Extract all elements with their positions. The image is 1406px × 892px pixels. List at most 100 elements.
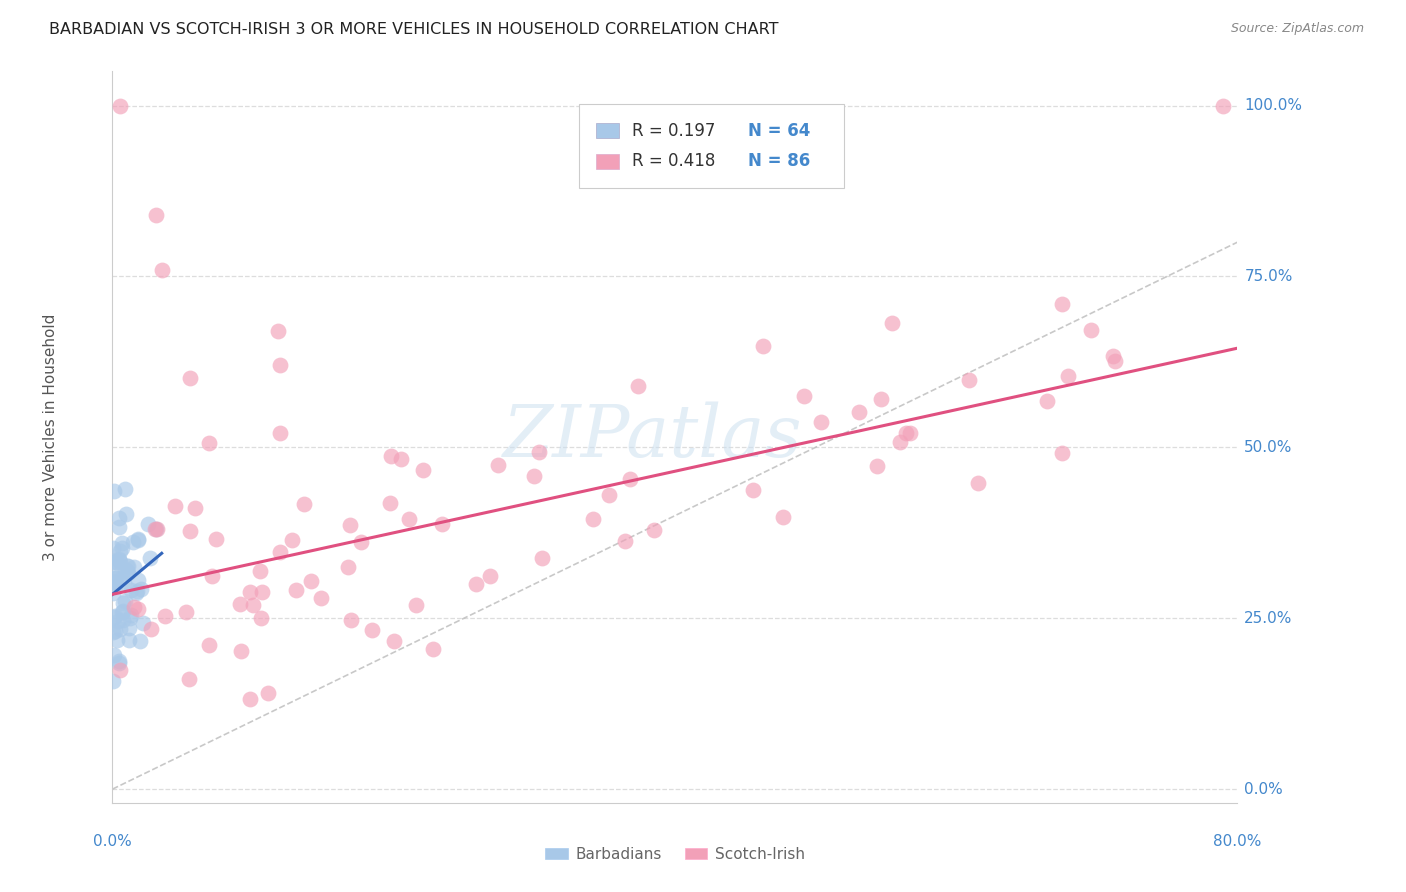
Point — [422, 641, 444, 656]
Point — [103, 609, 125, 624]
Point — [198, 638, 221, 652]
Point — [108, 544, 131, 558]
Point — [531, 551, 554, 566]
Text: ZIPatlas: ZIPatlas — [502, 401, 803, 473]
Point — [111, 536, 134, 550]
Point — [107, 614, 129, 628]
Point — [108, 98, 131, 112]
Point — [104, 624, 127, 638]
Text: Source: ZipAtlas.com: Source: ZipAtlas.com — [1230, 22, 1364, 36]
Point — [870, 392, 893, 406]
Point — [112, 569, 135, 583]
Point — [894, 425, 917, 440]
Point — [127, 602, 149, 616]
Point — [239, 585, 262, 599]
Text: 0.0%: 0.0% — [1244, 781, 1284, 797]
Point — [108, 553, 131, 567]
Text: 75.0%: 75.0% — [1244, 268, 1292, 284]
Point — [118, 610, 141, 624]
Point — [1104, 354, 1126, 368]
Point — [165, 500, 187, 514]
Point — [125, 586, 148, 600]
Point — [336, 559, 359, 574]
Point — [179, 371, 201, 385]
Point — [103, 574, 125, 589]
Point — [598, 488, 620, 502]
Text: N = 86: N = 86 — [748, 153, 810, 170]
Point — [108, 657, 131, 671]
Point — [350, 534, 373, 549]
Point — [465, 577, 488, 591]
Point — [122, 560, 145, 574]
Point — [1036, 394, 1059, 409]
Point — [432, 516, 454, 531]
Point — [957, 372, 980, 386]
Point — [150, 262, 173, 277]
Point — [281, 533, 304, 547]
Point — [292, 497, 315, 511]
Point — [239, 691, 262, 706]
Point — [146, 523, 169, 537]
Point — [898, 425, 921, 440]
Point — [118, 621, 141, 635]
Point — [523, 469, 546, 483]
Point — [889, 435, 911, 450]
Text: 25.0%: 25.0% — [1244, 611, 1292, 625]
Point — [105, 633, 128, 648]
Point — [285, 582, 308, 597]
Point — [127, 533, 149, 548]
Point — [108, 622, 131, 636]
Point — [231, 644, 253, 658]
Point — [880, 316, 903, 330]
Point — [1050, 446, 1073, 460]
Point — [114, 483, 136, 497]
Point — [772, 509, 794, 524]
Point — [380, 450, 402, 464]
Text: 3 or more Vehicles in Household: 3 or more Vehicles in Household — [44, 313, 58, 561]
Point — [139, 550, 162, 565]
Point — [112, 576, 135, 591]
Point — [198, 435, 221, 450]
Point — [339, 517, 361, 532]
Point — [127, 574, 149, 588]
Point — [1212, 98, 1234, 112]
Point — [103, 569, 125, 583]
Point — [117, 559, 139, 574]
Point — [112, 596, 135, 610]
Point — [527, 444, 550, 458]
Point — [1102, 349, 1125, 363]
Text: 80.0%: 80.0% — [1213, 833, 1261, 848]
Point — [105, 577, 128, 591]
Point — [132, 616, 155, 631]
Point — [111, 613, 134, 627]
Point — [103, 585, 124, 599]
Text: 100.0%: 100.0% — [1244, 98, 1302, 113]
Point — [643, 523, 665, 537]
Point — [1056, 369, 1078, 384]
Point — [145, 208, 167, 222]
Point — [111, 541, 134, 555]
Point — [111, 605, 134, 619]
Point — [752, 339, 775, 353]
Point — [299, 574, 322, 588]
Point — [179, 524, 201, 538]
Point — [179, 673, 201, 687]
Text: N = 64: N = 64 — [748, 121, 810, 140]
Point — [486, 458, 509, 473]
Point — [118, 632, 141, 647]
FancyBboxPatch shape — [596, 123, 619, 138]
Point — [103, 625, 124, 640]
Point — [143, 522, 166, 536]
Point — [117, 564, 139, 578]
Point — [103, 554, 125, 568]
Point — [104, 575, 127, 590]
Point — [793, 389, 815, 403]
Point — [114, 594, 136, 608]
Point — [1080, 323, 1102, 337]
Point — [250, 584, 273, 599]
FancyBboxPatch shape — [579, 104, 844, 188]
Point — [269, 425, 291, 440]
Legend: Barbadians, Scotch-Irish: Barbadians, Scotch-Irish — [538, 841, 811, 868]
Point — [107, 510, 129, 524]
Point — [582, 512, 605, 526]
